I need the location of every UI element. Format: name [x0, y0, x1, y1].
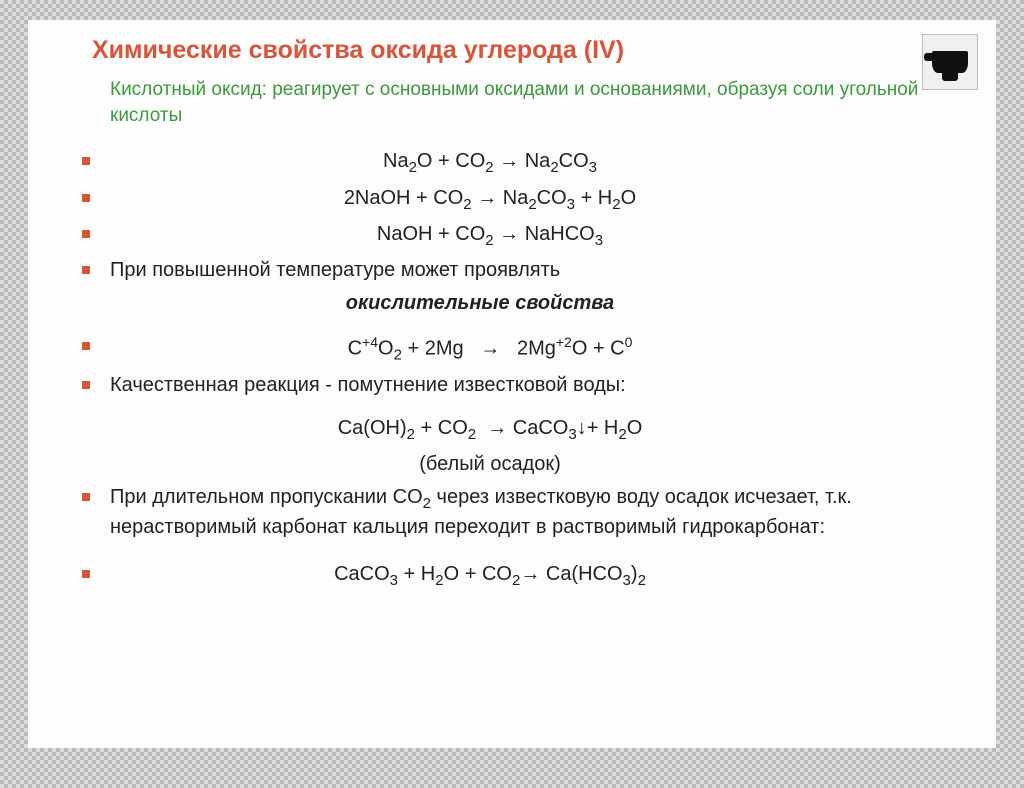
line-qualitative: Качественная реакция - помутнение извест…	[82, 372, 970, 399]
slide-title: Химические свойства оксида углерода (IV)	[92, 36, 970, 65]
equation-4: C+4O2 + 2Mg → 2Mg+2O + C0	[82, 333, 970, 366]
content-list: Na2O + CO2 → Na2CO3 2NaOH + CO2 → Na2CO3…	[82, 148, 970, 284]
equation-5: Ca(OH)2 + CO2 → CaCO3↓+ H2O	[110, 415, 970, 445]
content-list-2: C+4O2 + 2Mg → 2Mg+2O + C0 Качественная р…	[82, 333, 970, 399]
content-list-3: При длительном пропускании CO2 через изв…	[82, 484, 970, 541]
line-temperature: При повышенной температуре может проявля…	[82, 257, 970, 284]
precipitate-note: (белый осадок)	[110, 451, 970, 478]
intro-text: Кислотный оксид: реагирует с основными о…	[110, 77, 970, 128]
slide: Химические свойства оксида углерода (IV)…	[28, 20, 996, 748]
equation-2: 2NaOH + CO2 → Na2CO3 + H2O	[82, 185, 970, 215]
content-list-4: CaCO3 + H2O + CO2→ Ca(HCO3)2	[82, 561, 970, 591]
equation-3: NaOH + CO2 → NaHCO3	[82, 221, 970, 251]
anvil-icon	[922, 34, 978, 90]
oxidative-properties: окислительные свойства	[110, 290, 970, 317]
line-prolonged: При длительном пропускании CO2 через изв…	[82, 484, 970, 541]
equation-1: Na2O + CO2 → Na2CO3	[82, 148, 970, 178]
equation-6: CaCO3 + H2O + CO2→ Ca(HCO3)2	[82, 561, 970, 591]
